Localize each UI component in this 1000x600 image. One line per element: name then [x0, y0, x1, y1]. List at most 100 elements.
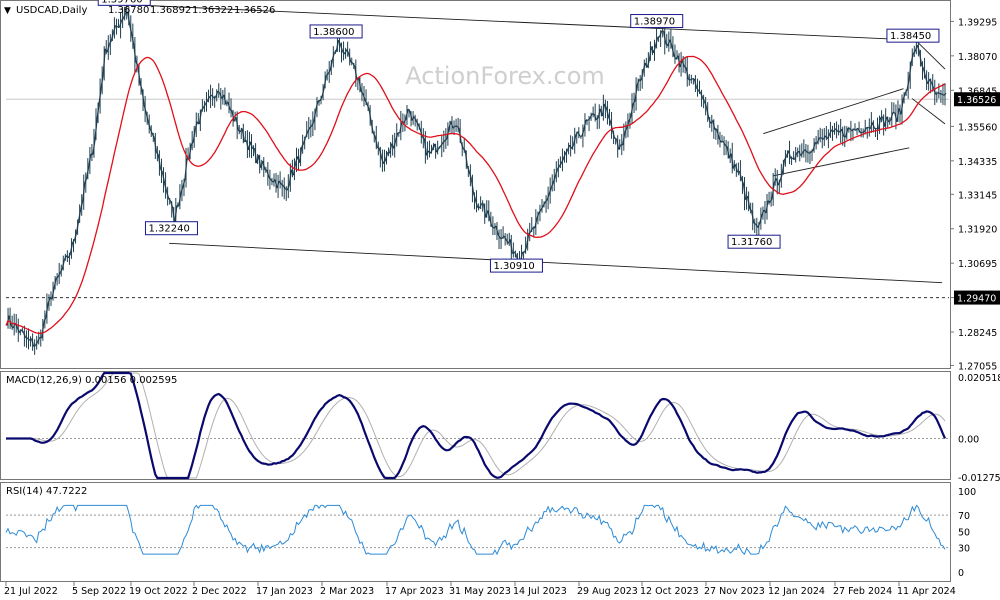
candle-body: [115, 25, 118, 28]
candle-body: [67, 253, 72, 259]
candle-body: [123, 12, 127, 19]
candle-body: [292, 163, 297, 176]
price-title: USDCAD,Daily: [16, 5, 87, 16]
candle-body: [331, 52, 335, 61]
candle-body: [704, 101, 708, 108]
candle-body: [362, 93, 366, 101]
candle-body: [325, 73, 329, 77]
candle-body: [329, 60, 333, 71]
candle-body: [460, 142, 464, 149]
candle-body: [479, 203, 483, 209]
candle-body: [924, 76, 929, 84]
date-tick-label: 21 Jul 2022: [4, 586, 58, 597]
price-annotation-box: [630, 14, 684, 29]
candle-body: [313, 109, 317, 122]
candle-body: [204, 100, 209, 105]
candle-body: [421, 136, 425, 140]
candle-body: [593, 113, 597, 121]
candle-body: [918, 51, 923, 65]
candle-body: [382, 159, 387, 165]
candle-body: [200, 107, 204, 112]
candle-body: [886, 116, 890, 123]
candle-body: [920, 64, 925, 70]
candle-body: [812, 142, 816, 151]
falling-wedge-lower: [911, 98, 946, 125]
upper-channel-line: [121, 3, 936, 42]
candle-body: [184, 158, 188, 179]
candle-body: [348, 53, 352, 63]
candle-body: [61, 259, 65, 270]
candle-body: [837, 130, 840, 133]
candle-body: [652, 45, 657, 54]
candle-body: [37, 337, 41, 342]
candle-body: [219, 92, 223, 99]
candle-body: [524, 246, 528, 253]
candle-body: [927, 78, 931, 85]
candle-body: [794, 152, 798, 160]
candle-body: [170, 201, 174, 209]
candle-body: [464, 150, 468, 167]
candle-body: [497, 233, 501, 239]
candle-body: [902, 93, 906, 100]
candle-body: [323, 75, 327, 89]
candle-body: [761, 209, 765, 216]
candle-body: [110, 32, 115, 41]
candle-body: [190, 141, 194, 146]
candle-body: [384, 152, 389, 161]
candle-body: [47, 297, 51, 305]
candle-body: [650, 46, 655, 54]
candle-body: [566, 144, 571, 151]
candle-body: [528, 231, 532, 235]
candle-body: [556, 165, 560, 170]
candle-body: [646, 59, 650, 68]
candle-body: [407, 108, 411, 112]
candle-body: [354, 66, 358, 80]
date-tick-label: 12 Oct 2023: [640, 586, 699, 597]
candle-body: [358, 77, 362, 92]
candle-body: [753, 222, 757, 225]
candle-body: [206, 96, 211, 101]
candle-body: [194, 121, 198, 130]
candle-body: [552, 176, 556, 183]
candle-body: [98, 88, 102, 104]
candle-body: [450, 121, 454, 129]
price-annotation-label: 1.32240: [148, 224, 189, 235]
candle-body: [264, 168, 267, 171]
candle-body: [135, 61, 139, 66]
candle-body: [922, 68, 927, 78]
candle-body: [78, 209, 82, 221]
candle-body: [884, 116, 888, 127]
lower-channel-line: [169, 242, 943, 284]
candle-body: [912, 50, 916, 55]
candle-body: [108, 40, 112, 45]
rsi-tick-label: 70: [958, 511, 970, 522]
axes: 1.39295 1.38070 1.36845 1.35560 1.34335 1.331…: [4, 17, 1000, 597]
candle-body: [685, 67, 689, 80]
candle-body: [137, 65, 141, 84]
candle-body: [466, 166, 470, 173]
candle-body: [669, 39, 673, 47]
candle-body: [622, 132, 626, 146]
candle-body: [241, 128, 245, 142]
candle-body: [374, 136, 378, 148]
candle-body: [121, 17, 125, 21]
candle-body: [483, 204, 487, 218]
candle-body: [605, 107, 610, 117]
candle-body: [769, 197, 773, 203]
chart-collapse-icon[interactable]: ▼: [4, 6, 11, 16]
candle-body: [198, 110, 202, 125]
price-annotation-box: [727, 234, 781, 249]
candle-body: [908, 62, 912, 79]
date-tick-label: 11 Apr 2024: [897, 586, 956, 597]
rsi-tick-label: 100: [958, 487, 976, 498]
candle-body: [274, 179, 278, 189]
candle-body: [851, 128, 855, 132]
candle-body: [192, 128, 196, 143]
candle-body: [583, 119, 587, 130]
candle-body: [231, 111, 235, 122]
candle-body: [419, 129, 423, 138]
candle-body: [180, 186, 184, 193]
rsi-title: RSI(14) 47.7222: [6, 486, 87, 497]
candle-body: [667, 39, 671, 47]
